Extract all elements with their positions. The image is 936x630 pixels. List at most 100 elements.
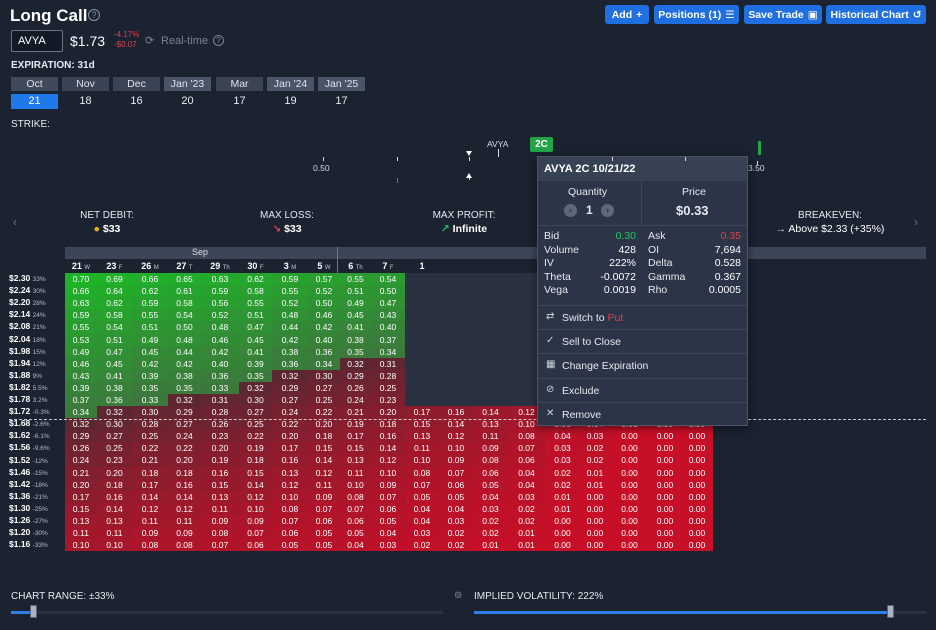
grid-cell[interactable]: 0.05 [439, 490, 473, 503]
grid-cell[interactable]: 0.02 [580, 454, 610, 467]
grid-cell[interactable]: 0.00 [649, 478, 681, 491]
grid-cell[interactable] [405, 285, 439, 298]
grid-cell[interactable]: 0.09 [168, 526, 201, 540]
grid-cell[interactable]: 0.42 [272, 333, 308, 346]
grid-cell[interactable]: 0.15 [405, 418, 439, 431]
grid-cell[interactable]: 0.61 [168, 285, 201, 298]
grid-cell[interactable]: 0.03 [439, 514, 473, 527]
grid-cell[interactable] [508, 381, 545, 394]
grid-cell[interactable]: 0.09 [201, 514, 239, 527]
grid-cell[interactable]: 0.55 [65, 321, 97, 334]
grid-cell[interactable]: 0.05 [405, 490, 439, 503]
grid-cell[interactable]: 0.04 [340, 539, 371, 552]
grid-cell[interactable]: 0.04 [473, 490, 508, 503]
grid-cell[interactable]: 0.08 [340, 490, 371, 503]
chart-range-slider[interactable] [11, 611, 443, 614]
grid-cell[interactable]: 0.10 [439, 442, 473, 455]
grid-cell[interactable]: 0.11 [308, 478, 340, 491]
grid-cell[interactable]: 0.12 [272, 478, 308, 491]
grid-cell[interactable]: 0.02 [545, 478, 580, 491]
grid-cell[interactable]: 0.02 [473, 514, 508, 527]
expiration-month-5[interactable]: Jan '24 [267, 77, 314, 91]
grid-cell[interactable]: 0.17 [132, 478, 168, 491]
grid-cell[interactable]: 0.03 [545, 442, 580, 455]
grid-cell[interactable]: 0.00 [649, 514, 681, 527]
grid-cell[interactable]: 0.07 [308, 502, 340, 515]
grid-cell[interactable]: 0.15 [308, 442, 340, 455]
grid-cell[interactable] [405, 357, 439, 370]
grid-cell[interactable]: 0.08 [508, 430, 545, 443]
grid-cell[interactable]: 0.42 [168, 357, 201, 370]
grid-cell[interactable]: 0.24 [340, 393, 371, 407]
grid-cell[interactable]: 0.00 [610, 502, 649, 515]
help-icon[interactable]: ? [88, 9, 100, 21]
grid-cell[interactable]: 0.12 [132, 502, 168, 515]
grid-cell[interactable] [508, 357, 545, 370]
grid-cell[interactable]: 0.01 [545, 490, 580, 503]
grid-cell[interactable]: 0.01 [580, 478, 610, 491]
grid-cell[interactable]: 0.70 [65, 273, 97, 286]
grid-cell[interactable] [508, 345, 545, 358]
grid-cell[interactable] [405, 297, 439, 310]
grid-cell[interactable]: 0.38 [340, 333, 371, 346]
grid-cell[interactable]: 0.14 [473, 406, 508, 419]
grid-cell[interactable]: 0.08 [201, 526, 239, 540]
grid-cell[interactable]: 0.30 [308, 369, 340, 382]
expiration-day-6[interactable]: 17 [335, 95, 348, 107]
expiration-day-3[interactable]: 20 [181, 95, 194, 107]
grid-cell[interactable] [508, 285, 545, 298]
grid-cell[interactable]: 0.65 [168, 273, 201, 286]
grid-cell[interactable]: 0.06 [473, 466, 508, 479]
grid-cell[interactable]: 0.02 [405, 539, 439, 552]
expiration-day-4[interactable]: 17 [233, 95, 246, 107]
grid-cell[interactable]: 0.26 [201, 418, 239, 431]
grid-cell[interactable]: 0.42 [308, 321, 340, 334]
grid-cell[interactable]: 0.16 [168, 478, 201, 491]
grid-cell[interactable]: 0.66 [65, 285, 97, 298]
grid-cell[interactable]: 0.05 [371, 514, 405, 527]
expiration-day-1[interactable]: 18 [79, 95, 92, 107]
chevron-right-icon[interactable]: › [914, 215, 918, 229]
expiration-day-5[interactable]: 19 [284, 95, 297, 107]
grid-cell[interactable]: 0.07 [239, 526, 272, 540]
grid-cell[interactable]: 0.01 [545, 502, 580, 515]
grid-cell[interactable]: 0.30 [239, 393, 272, 407]
grid-cell[interactable]: 0.00 [681, 466, 713, 479]
grid-cell[interactable]: 0.15 [340, 442, 371, 455]
grid-cell[interactable]: 0.13 [97, 514, 132, 527]
grid-cell[interactable]: 0.22 [272, 418, 308, 431]
grid-cell[interactable]: 0.00 [610, 430, 649, 443]
grid-cell[interactable]: 0.03 [508, 490, 545, 503]
grid-cell[interactable] [439, 309, 473, 322]
remove-item[interactable]: ✕ Remove [538, 402, 747, 426]
grid-cell[interactable]: 0.00 [545, 539, 580, 552]
grid-cell[interactable]: 0.00 [649, 454, 681, 467]
grid-cell[interactable]: 0.11 [97, 526, 132, 540]
grid-cell[interactable]: 0.07 [405, 478, 439, 491]
grid-cell[interactable]: 0.11 [405, 442, 439, 455]
grid-cell[interactable]: 0.41 [97, 369, 132, 382]
grid-cell[interactable]: 0.06 [508, 454, 545, 467]
grid-cell[interactable]: 0.32 [168, 393, 201, 407]
grid-cell[interactable]: 0.00 [580, 514, 610, 527]
grid-cell[interactable]: 0.05 [272, 539, 308, 552]
grid-cell[interactable] [439, 369, 473, 382]
grid-cell[interactable]: 0.00 [649, 526, 681, 540]
grid-cell[interactable]: 0.11 [473, 430, 508, 443]
save-trade-button[interactable]: Save Trade ▣ [744, 5, 822, 24]
grid-cell[interactable]: 0.47 [239, 321, 272, 334]
decrease-quantity-button[interactable]: ‹ [564, 204, 577, 217]
grid-cell[interactable]: 0.10 [239, 502, 272, 515]
grid-cell[interactable] [473, 285, 508, 298]
grid-cell[interactable]: 0.39 [239, 357, 272, 370]
grid-cell[interactable]: 0.62 [132, 285, 168, 298]
grid-cell[interactable]: 0.20 [201, 442, 239, 455]
grid-cell[interactable]: 0.54 [371, 273, 405, 286]
grid-cell[interactable]: 0.15 [65, 502, 97, 515]
grid-cell[interactable]: 0.66 [132, 273, 168, 286]
grid-cell[interactable]: 0.41 [239, 345, 272, 358]
grid-cell[interactable] [473, 333, 508, 346]
grid-cell[interactable]: 0.10 [65, 539, 97, 552]
grid-cell[interactable]: 0.52 [272, 297, 308, 310]
grid-cell[interactable]: 0.00 [545, 526, 580, 540]
